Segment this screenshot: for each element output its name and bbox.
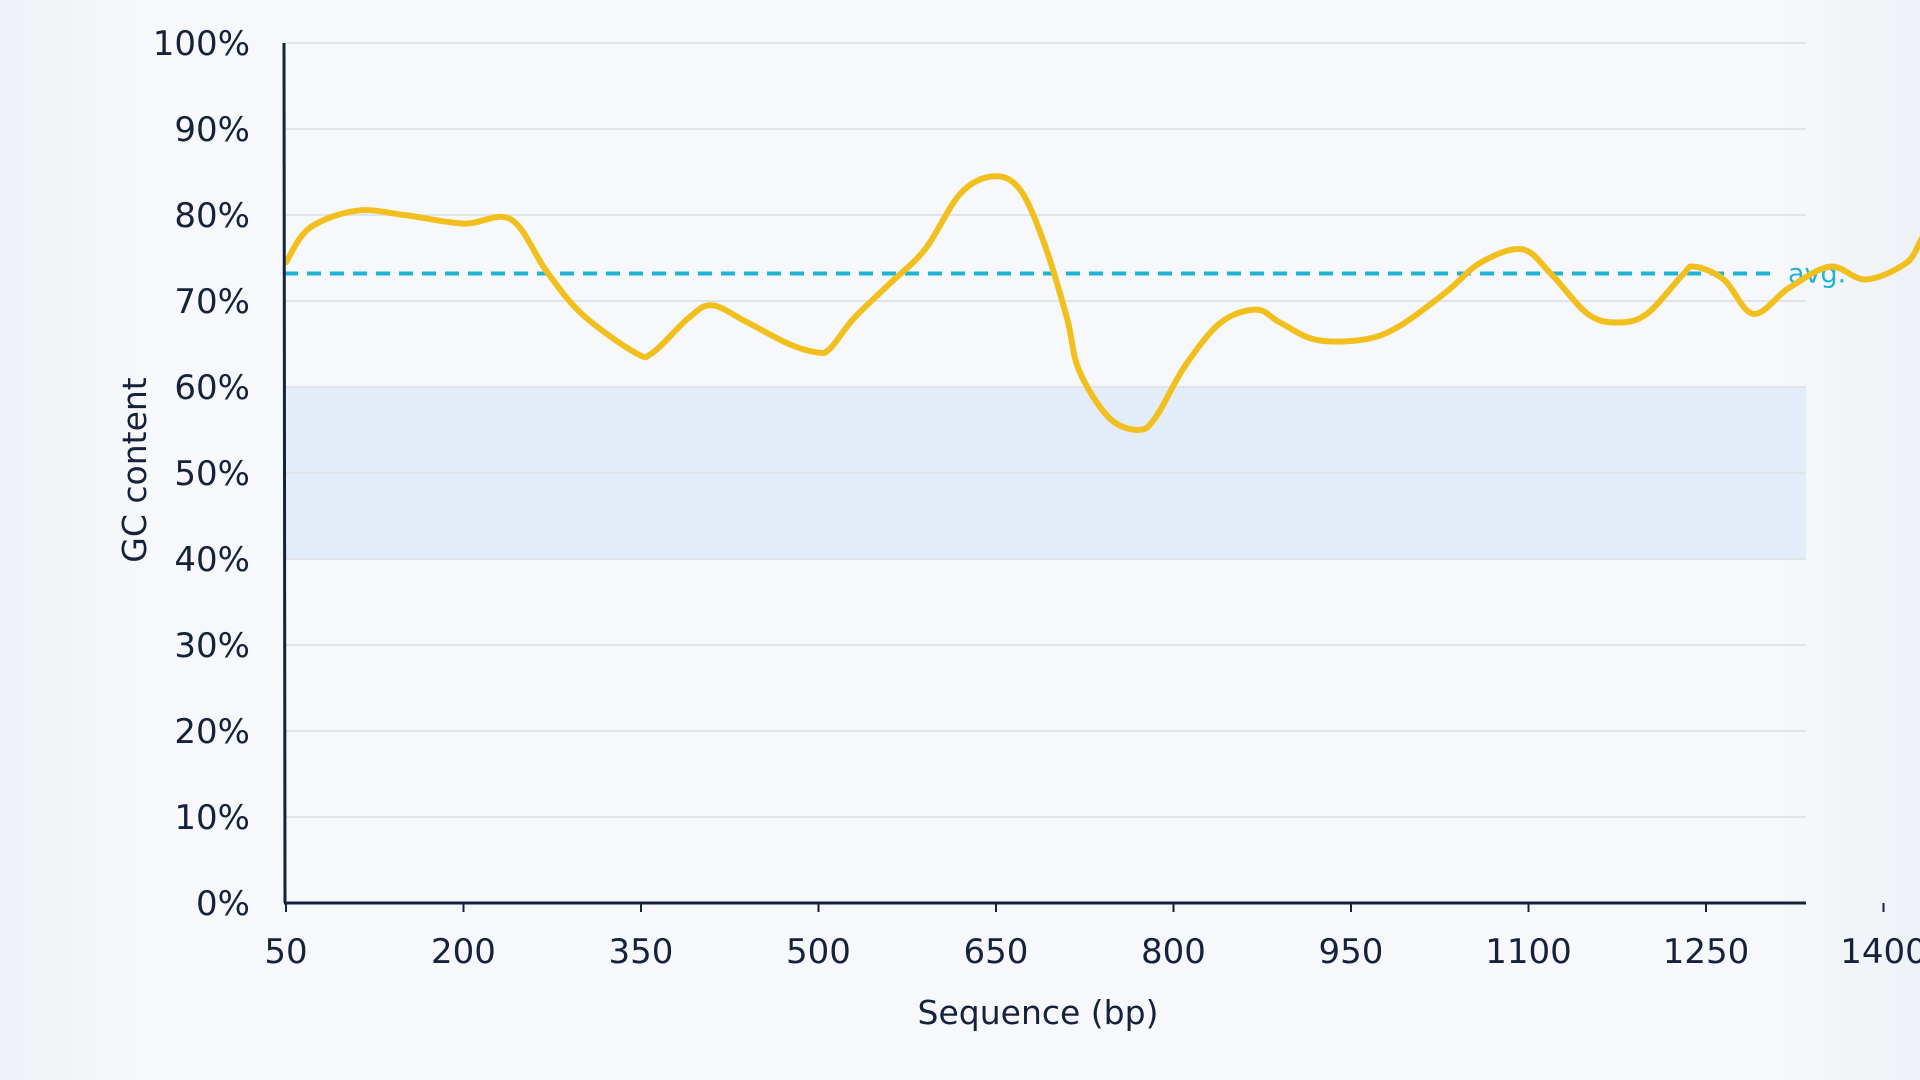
y-tick-label: 90% xyxy=(174,110,250,150)
x-tick-label: 650 xyxy=(964,932,1029,972)
x-tick-label: 950 xyxy=(1319,932,1384,972)
y-tick-labels: 0% 10% 20% 30% 40% 50% 60% 70% 80% 90% 100% xyxy=(153,24,250,924)
y-tick-label: 40% xyxy=(174,540,250,580)
axes xyxy=(282,42,1885,912)
y-tick-label: 100% xyxy=(153,24,250,64)
series-layer xyxy=(283,173,1920,433)
y-axis-line xyxy=(282,42,287,904)
gridlines xyxy=(284,42,1806,818)
y-tick-label: 70% xyxy=(174,282,250,322)
gc-content-series-line xyxy=(283,173,1920,433)
y-axis-title: GC content xyxy=(115,377,154,563)
x-tick-label: 350 xyxy=(609,932,674,972)
x-tick-label: 50 xyxy=(264,932,307,972)
x-tick-labels: 5020035050065080095011001250140015501700… xyxy=(264,932,1920,972)
y-tick-label: 20% xyxy=(174,712,250,752)
x-tick-label: 1250 xyxy=(1663,932,1750,972)
x-axis-title: Sequence (bp) xyxy=(918,993,1159,1032)
x-tick-label: 500 xyxy=(786,932,851,972)
y-tick-label: 60% xyxy=(174,368,250,408)
x-tick-label: 1100 xyxy=(1485,932,1572,972)
x-tick-label: 800 xyxy=(1141,932,1206,972)
y-tick-label: 30% xyxy=(174,626,250,666)
y-tick-label: 80% xyxy=(174,196,250,236)
y-tick-label: 0% xyxy=(196,884,250,924)
average-line-layer: avg. xyxy=(284,258,1846,289)
y-tick-label: 10% xyxy=(174,798,250,838)
y-tick-label: 50% xyxy=(174,454,250,494)
x-tick-label: 200 xyxy=(431,932,496,972)
x-tick-label: 1400 xyxy=(1840,932,1920,972)
